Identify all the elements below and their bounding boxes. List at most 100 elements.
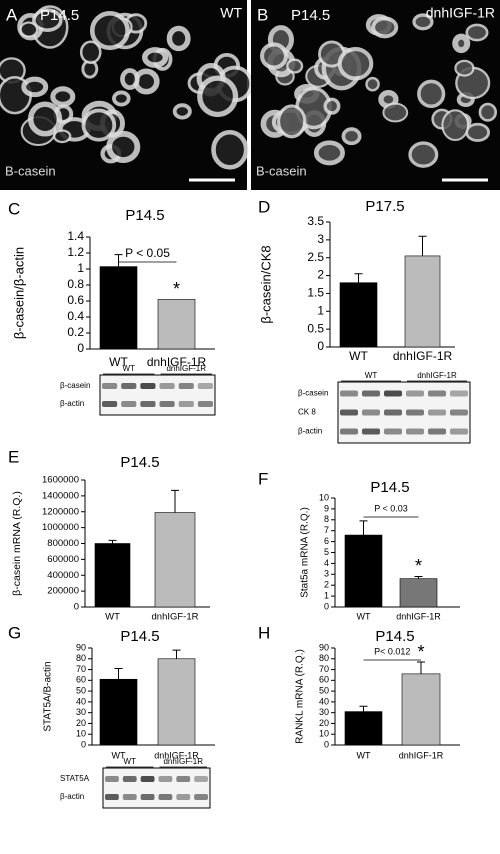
panel-letter: F xyxy=(258,469,268,488)
acinus xyxy=(286,58,304,74)
blot-column-label: dnhIGF-1R xyxy=(163,757,203,766)
bar xyxy=(99,266,138,350)
blot-row-label: β-casein xyxy=(60,381,90,390)
band xyxy=(194,794,208,800)
acinus xyxy=(120,68,140,90)
band xyxy=(105,794,119,800)
band xyxy=(384,428,402,435)
y-tick-label: 7 xyxy=(324,525,329,535)
y-tick-label: 1400000 xyxy=(42,490,79,501)
p-value: P < 0.03 xyxy=(374,503,408,513)
band xyxy=(159,401,175,407)
acinus xyxy=(89,10,130,51)
y-tick-label: 90 xyxy=(76,642,86,652)
y-tick-label: 0.2 xyxy=(67,325,84,339)
x-tick-label: dnhIGF-1R xyxy=(399,750,444,760)
y-tick-label: 5 xyxy=(324,547,329,557)
acinus xyxy=(382,102,409,123)
x-tick-label: WT xyxy=(112,750,126,760)
acinus xyxy=(166,25,191,52)
acinus xyxy=(142,47,169,68)
band xyxy=(122,776,137,782)
band xyxy=(176,794,191,800)
y-tick-label: 60 xyxy=(319,675,329,685)
blot-frame xyxy=(99,374,216,416)
p-value: P< 0.012 xyxy=(374,646,410,656)
blot-column-label: WT xyxy=(124,757,137,766)
band xyxy=(428,390,446,397)
acinus xyxy=(79,40,102,64)
bar xyxy=(401,673,441,746)
stain-label: B-casein xyxy=(256,163,307,178)
acinus xyxy=(313,140,345,166)
chart-title: P17.5 xyxy=(365,198,404,215)
y-tick-label: 60 xyxy=(76,675,86,685)
band xyxy=(340,428,358,435)
y-tick-label: 0 xyxy=(81,739,86,749)
y-tick-label: 1.5 xyxy=(307,286,324,300)
y-tick-label: 3 xyxy=(317,232,324,246)
y-tick-label: 3.5 xyxy=(307,214,324,228)
bar xyxy=(154,512,196,608)
error-bar xyxy=(417,661,425,674)
y-tick-label: 10 xyxy=(76,729,86,739)
acinus xyxy=(465,122,490,142)
y-axis-label: β-casein/CK8 xyxy=(258,245,273,323)
blot-frame xyxy=(337,381,471,444)
blot-row-label: CK 8 xyxy=(298,408,316,417)
band xyxy=(178,401,194,407)
band xyxy=(384,390,402,397)
band xyxy=(406,390,424,397)
bar xyxy=(157,299,196,350)
acinus xyxy=(81,108,117,142)
y-tick-label: 2.5 xyxy=(307,250,324,264)
y-tick-label: 1 xyxy=(324,590,329,600)
acinus xyxy=(441,109,470,142)
y-axis-label: STAT5A/B-actin xyxy=(43,661,54,731)
x-tick-label: dnhIGF-1R xyxy=(393,349,453,363)
y-tick-label: 20 xyxy=(76,718,86,728)
y-tick-label: 1 xyxy=(77,261,84,275)
band xyxy=(140,383,156,389)
y-tick-label: 90 xyxy=(319,642,329,652)
panel-letter: A xyxy=(6,5,18,24)
y-tick-label: 50 xyxy=(319,685,329,695)
acinus xyxy=(106,130,141,163)
acinus xyxy=(408,141,439,168)
y-tick-label: 0 xyxy=(324,601,329,611)
chart-title: P14.5 xyxy=(125,207,164,224)
blot-column-label: WT xyxy=(123,364,136,373)
y-tick-label: 0 xyxy=(324,739,329,749)
acinus xyxy=(341,127,362,146)
band xyxy=(406,409,424,416)
panel-letter: G xyxy=(8,623,21,642)
acinus xyxy=(277,104,307,139)
error-bar xyxy=(354,273,363,283)
acinus xyxy=(412,13,434,31)
y-axis-label: Stat5a mRNA (R.Q.) xyxy=(300,507,311,598)
chart-title: P14.5 xyxy=(120,454,159,471)
acinus xyxy=(32,8,63,32)
y-axis-label: β-casein/β-actin xyxy=(11,247,26,339)
y-tick-label: 50 xyxy=(76,685,86,695)
y-tick-label: 30 xyxy=(76,707,86,717)
band xyxy=(194,776,208,782)
y-tick-label: 800000 xyxy=(47,538,79,549)
acinus xyxy=(21,76,49,98)
acinus xyxy=(478,102,498,122)
band xyxy=(197,401,213,407)
band xyxy=(121,401,137,407)
blot-column-label: dnhIGF-1R xyxy=(417,371,457,380)
band xyxy=(140,794,155,800)
genotype: dnhIGF-1R xyxy=(426,5,495,21)
x-tick-label: dnhIGF-1R xyxy=(152,612,199,623)
band xyxy=(140,776,155,782)
band xyxy=(450,409,468,416)
band xyxy=(176,776,191,782)
y-tick-label: 80 xyxy=(319,653,329,663)
y-tick-label: 1.2 xyxy=(67,245,84,259)
band xyxy=(406,428,424,435)
y-tick-label: 6 xyxy=(324,536,329,546)
blot-row-label: β-casein xyxy=(298,389,328,398)
band xyxy=(105,776,119,782)
